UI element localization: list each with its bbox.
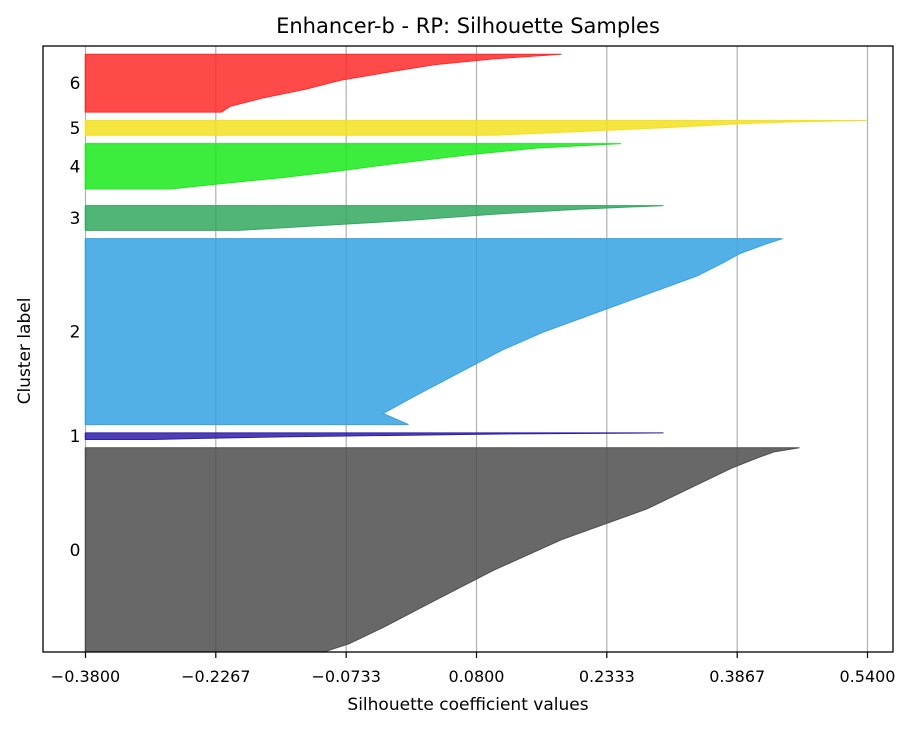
cluster-label-5: 5	[70, 119, 81, 139]
x-tick-label-0: −0.3800	[51, 667, 120, 686]
cluster-label-2: 2	[70, 323, 81, 343]
y-axis-label: Cluster label	[15, 298, 35, 405]
cluster-label-0: 0	[70, 541, 81, 561]
cluster-0-area	[85, 447, 800, 653]
cluster-areas	[84, 53, 868, 653]
x-tick-label-4: 0.2333	[579, 667, 635, 686]
cluster-1-area	[85, 432, 664, 440]
x-tick-label-1: −0.2267	[181, 667, 250, 686]
chart-title: Enhancer-b - RP: Silhouette Samples	[276, 14, 660, 38]
cluster-3-area	[85, 205, 664, 231]
cluster-label-3: 3	[70, 209, 81, 229]
cluster-6-area	[85, 53, 562, 113]
cluster-label-1: 1	[70, 427, 81, 447]
cluster-5-area	[85, 119, 868, 136]
cluster-label-4: 4	[70, 157, 81, 177]
cluster-label-6: 6	[70, 74, 81, 94]
x-axis-ticks: −0.3800 −0.2267 −0.0733 0.0800 0.2333 0.3867 0…	[51, 652, 896, 686]
plot-frame	[42, 45, 894, 653]
cluster-labels: 0 1 2 3 4 5 6	[70, 74, 81, 561]
x-tick-label-2: −0.0733	[311, 667, 380, 686]
cluster-2-area	[85, 238, 783, 426]
x-tick-label-5: 0.3867	[709, 667, 765, 686]
x-tick-label-3: 0.0800	[449, 667, 505, 686]
x-tick-label-6: 0.5400	[840, 667, 896, 686]
cluster-4-area	[85, 143, 622, 190]
x-axis-label: Silhouette coefficient values	[347, 695, 588, 715]
